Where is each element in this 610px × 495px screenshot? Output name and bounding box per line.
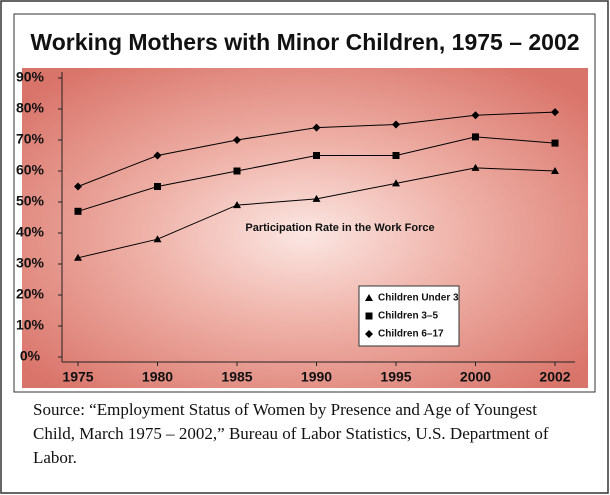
marker [365, 312, 373, 320]
x-tick-label: 1985 [221, 369, 252, 385]
marker [551, 108, 559, 117]
source: Source: “Employment Status of Women by P… [33, 400, 549, 467]
x-tick-label: 2000 [460, 369, 491, 385]
plot-background [22, 68, 588, 388]
marker [392, 120, 400, 129]
chart-title: Working Mothers with Minor Children, 197… [30, 29, 579, 55]
marker [471, 163, 480, 171]
legend-label: Children Under 3 [378, 293, 459, 304]
marker [312, 194, 321, 202]
x-tick-label: 1995 [380, 369, 411, 385]
marker [471, 111, 480, 120]
x-tick-label: 1975 [62, 369, 93, 385]
marker [153, 235, 162, 243]
marker [472, 133, 479, 141]
legend-label: Children 6–17 [378, 329, 444, 340]
y-tick-label: 20% [16, 286, 45, 302]
marker [365, 294, 373, 301]
annotation: Participation Rate in the Work Force [245, 222, 434, 234]
marker [551, 167, 559, 174]
y-tick-label: 70% [16, 131, 45, 147]
x-tick-label: 2002 [539, 369, 570, 385]
marker [392, 152, 400, 159]
x-tick-label: 1980 [142, 369, 173, 385]
marker [74, 207, 82, 215]
marker [392, 179, 400, 187]
y-tick-label: 90% [16, 69, 45, 85]
y-tick-label: 60% [16, 162, 45, 178]
legend-label: Children 3–5 [378, 311, 438, 322]
x-tick-label: 1990 [301, 369, 332, 385]
marker [233, 167, 241, 175]
marker [74, 182, 82, 191]
y-tick-label: 10% [16, 317, 45, 333]
marker [312, 123, 321, 132]
y-tick-label: 80% [16, 100, 45, 116]
y-tick-label: 50% [16, 193, 45, 209]
legend [358, 285, 460, 347]
y-tick-label: 30% [16, 255, 45, 271]
y-tick-label: 0% [20, 348, 41, 364]
marker [551, 139, 559, 147]
marker [313, 152, 320, 159]
marker [74, 253, 82, 261]
marker [365, 330, 373, 338]
marker [233, 136, 241, 144]
marker [154, 183, 161, 190]
marker [153, 151, 162, 160]
y-tick-label: 40% [16, 224, 45, 240]
marker [233, 201, 241, 209]
